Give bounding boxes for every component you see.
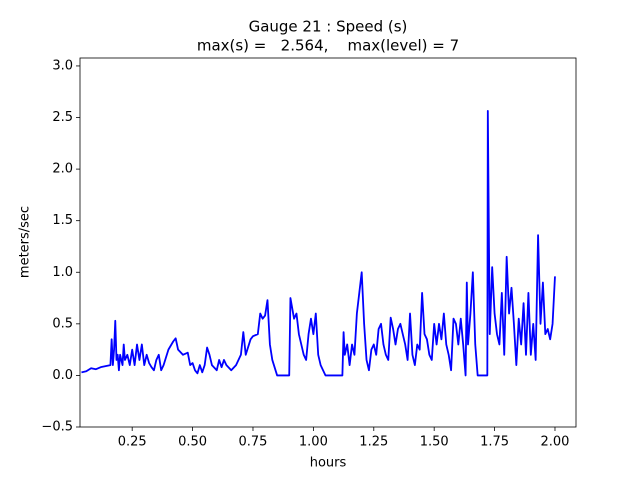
x-tick-label: 1.25 <box>359 435 388 450</box>
x-tick-label: 1.00 <box>299 435 328 450</box>
x-axis-label: hours <box>310 456 347 471</box>
data-line <box>81 110 556 377</box>
x-tick-label: 1.75 <box>480 435 509 450</box>
y-tick-label: 1.5 <box>52 213 73 228</box>
y-tick-label: 2.5 <box>52 110 73 125</box>
y-tick-label: 2.0 <box>52 162 73 177</box>
x-tick-label: 2.00 <box>541 435 570 450</box>
chart-subtitle: max(s) = 2.564, max(level) = 7 <box>197 37 459 55</box>
x-tick-label: 0.75 <box>239 435 268 450</box>
x-tick-label: 0.50 <box>178 435 207 450</box>
y-tick-label: 1.0 <box>52 265 73 280</box>
plot-frame <box>79 57 577 428</box>
y-tick-label: 0.0 <box>52 368 73 383</box>
x-tick-label: 0.25 <box>118 435 147 450</box>
y-tick-label: −0.5 <box>41 420 73 435</box>
y-axis-label: meters/sec <box>18 206 33 278</box>
x-tick-label: 1.50 <box>420 435 449 450</box>
y-tick-label: 0.5 <box>52 316 73 331</box>
chart-title: Gauge 21 : Speed (s) <box>249 18 408 36</box>
y-tick-label: 3.0 <box>52 58 73 73</box>
